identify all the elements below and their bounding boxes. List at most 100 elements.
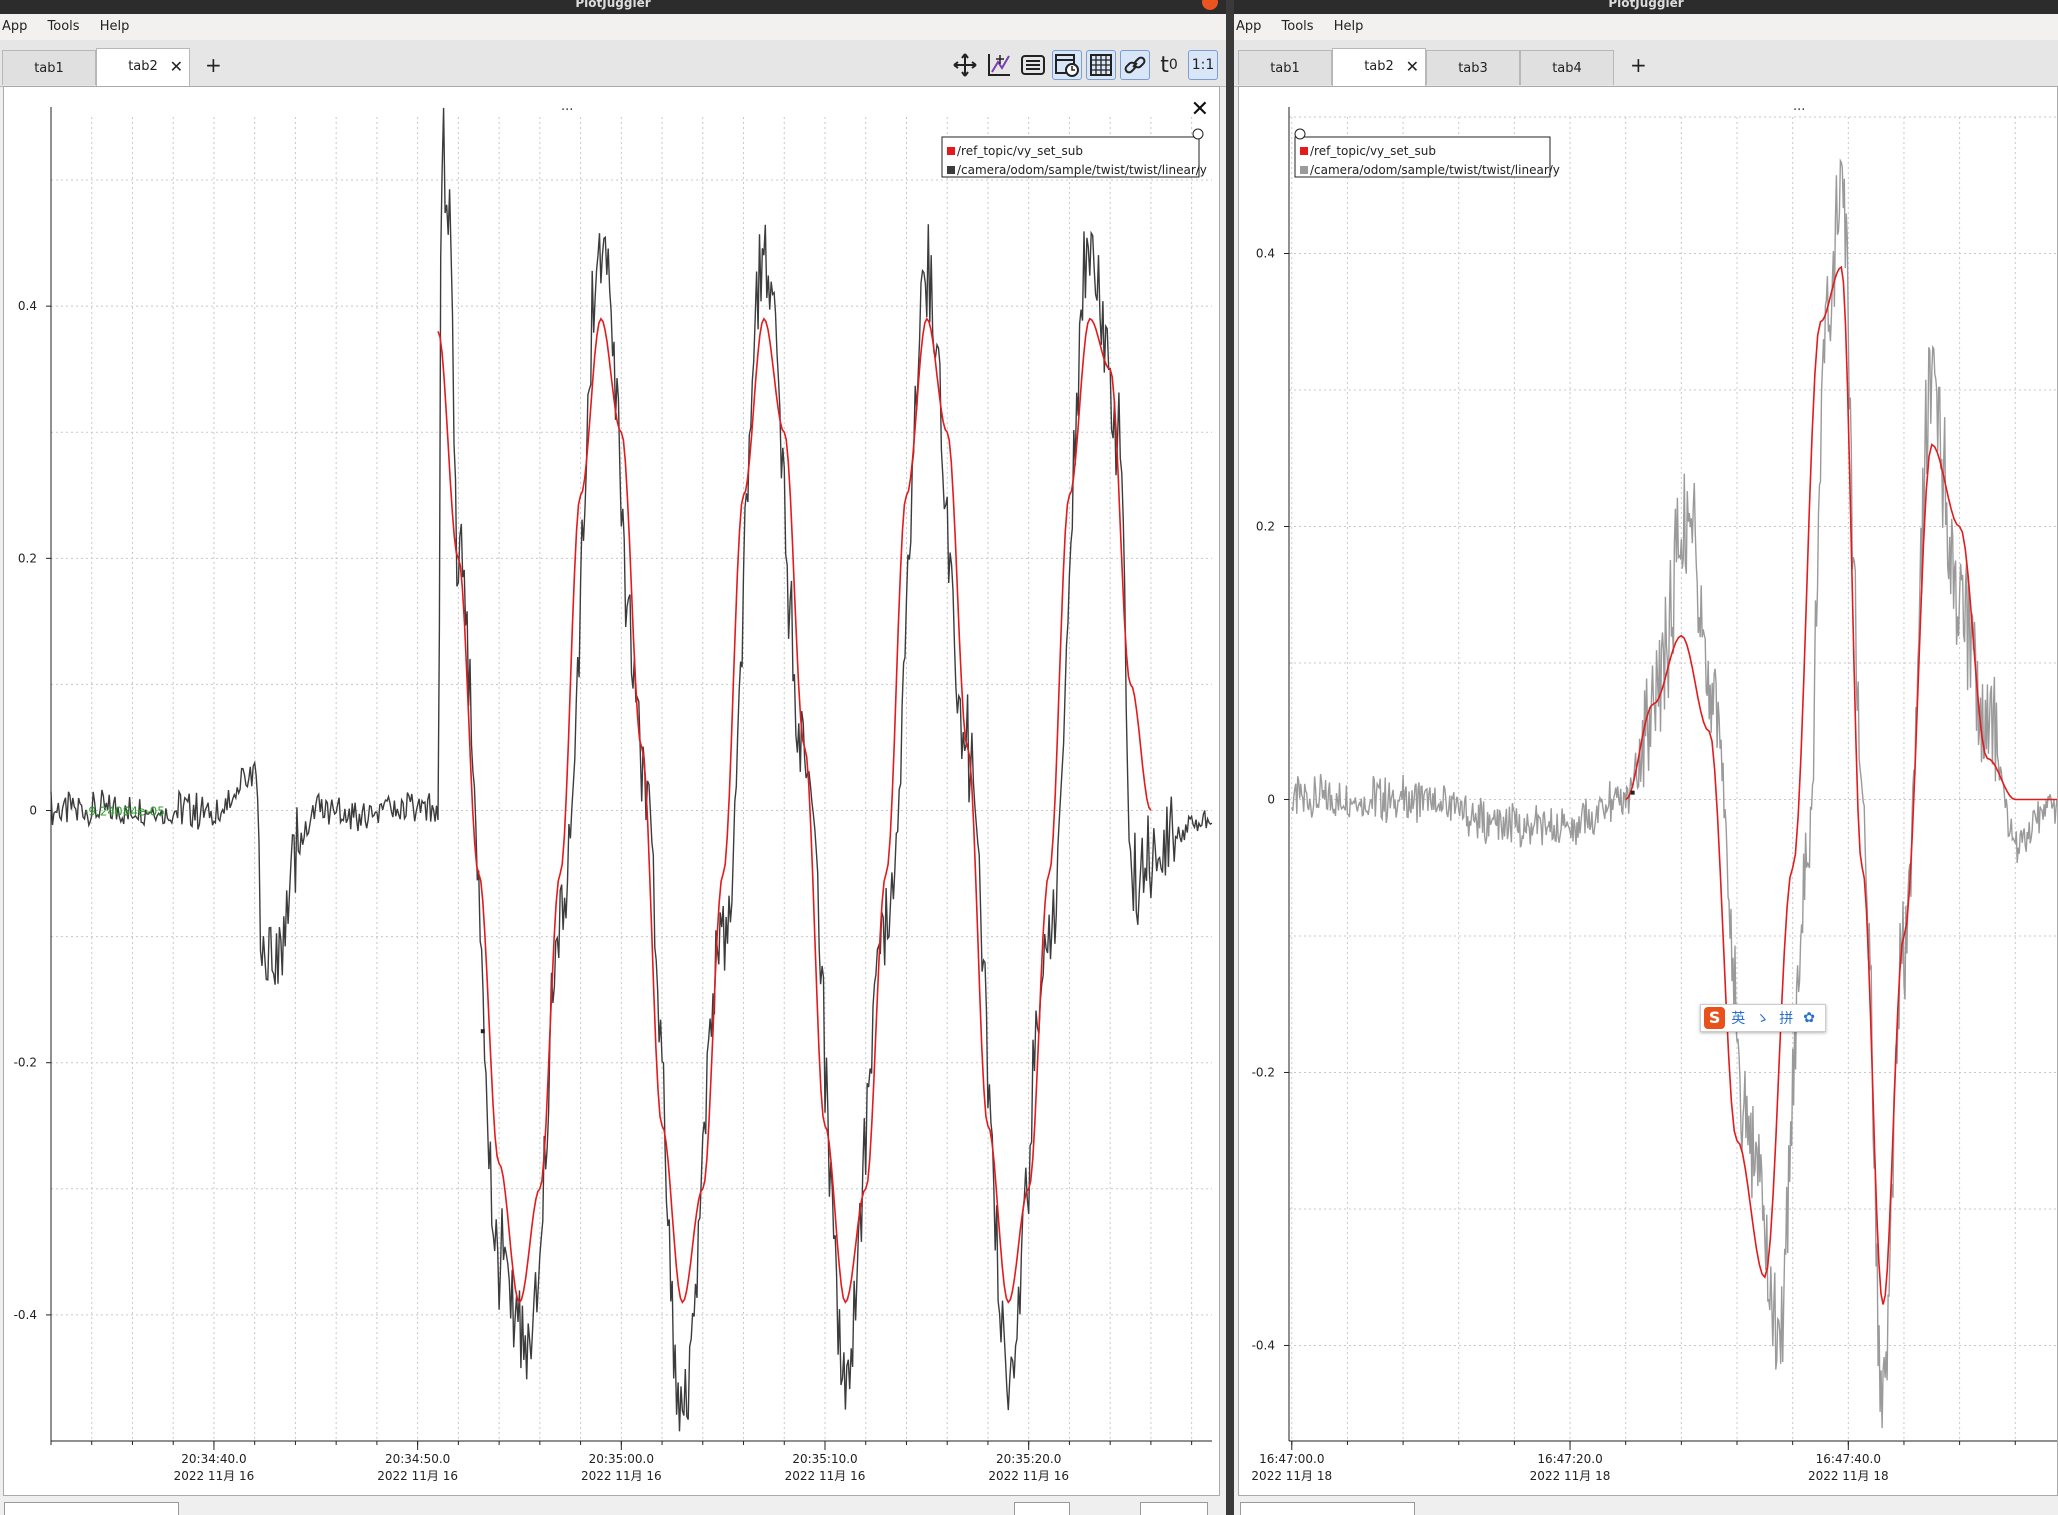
window-title: PlotJuggler xyxy=(1608,0,1684,10)
add-tab-button[interactable]: + xyxy=(1630,53,1647,77)
ime-pinyin-label[interactable]: 拼 xyxy=(1779,1011,1794,1027)
legend-handle-icon xyxy=(1294,128,1306,140)
x-tick-label: 20:34:50.0 xyxy=(385,1452,450,1466)
legend-handle-icon xyxy=(1192,128,1204,140)
series-line-reference xyxy=(437,317,1152,1304)
chart-right[interactable]: 0.4 0.2 0 -0.2 -0.4 16:47:00.0 2022 11月 18 16:4… xyxy=(1239,87,2057,1495)
step-field[interactable] xyxy=(1140,1502,1208,1515)
menu-bar: App Tools Help xyxy=(1234,14,2058,40)
x-tick-label: 20:35:20.0 xyxy=(996,1452,1061,1466)
ime-mode-label[interactable]: 英 xyxy=(1731,1011,1746,1027)
link-icon[interactable] xyxy=(1120,50,1150,80)
filter-field[interactable] xyxy=(4,1502,179,1515)
close-icon[interactable]: ✕ xyxy=(169,57,183,76)
legend-swatch xyxy=(947,147,955,155)
tab-tab1[interactable]: tab1 xyxy=(2,50,96,85)
tab-bar: tab1 tab2 ✕ tab3 tab4 + xyxy=(1234,40,2058,87)
menu-tools[interactable]: Tools xyxy=(47,19,80,34)
legend-list-icon[interactable] xyxy=(1018,50,1048,80)
tab-tab1[interactable]: tab1 xyxy=(1238,50,1332,85)
menu-help[interactable]: Help xyxy=(1333,19,1364,34)
tab-label: tab4 xyxy=(1552,61,1582,76)
legend-entry: /camera/odom/sample/twist/twist/linear/y xyxy=(1310,163,1560,177)
x-tick-label: 20:35:10.0 xyxy=(792,1452,857,1466)
x-tick-date-label: 2022 11月 16 xyxy=(988,1469,1069,1483)
right-window: PlotJuggler App Tools Help tab1 tab2 ✕ t… xyxy=(1234,0,2058,1515)
tab-label: tab1 xyxy=(34,61,64,76)
tab-tab3[interactable]: tab3 xyxy=(1426,50,1520,85)
ratio-button[interactable]: 1:1 xyxy=(1188,50,1218,80)
window-title: PlotJuggler xyxy=(575,0,651,10)
x-tick-label: 20:35:00.0 xyxy=(589,1452,654,1466)
series-line-measured xyxy=(50,107,1213,1432)
legend-entry: /camera/odom/sample/twist/twist/linear/y xyxy=(957,163,1207,177)
ime-toolbar[interactable]: S 英 ゝ 拼 ✿ xyxy=(1700,1004,1826,1032)
legend-swatch xyxy=(1300,166,1308,174)
cursor-value-label: -9.24084e-05 xyxy=(84,805,165,819)
close-icon[interactable]: ✕ xyxy=(1405,57,1419,76)
tab-label: tab2 xyxy=(128,59,158,74)
x-tick-date-label: 2022 11月 16 xyxy=(377,1469,458,1483)
y-tick-label: 0 xyxy=(1267,792,1275,806)
tab-label: tab1 xyxy=(1270,61,1300,76)
filter-field[interactable] xyxy=(1240,1502,1415,1515)
legend-swatch xyxy=(1300,147,1308,155)
x-tick-date-label: 2022 11月 18 xyxy=(1808,1469,1889,1483)
add-tab-button[interactable]: + xyxy=(205,53,222,77)
t0-label: t xyxy=(1160,52,1169,78)
ime-settings-icon[interactable]: ✿ xyxy=(1803,1010,1815,1026)
x-tick-date-label: 2022 11月 18 xyxy=(1530,1469,1611,1483)
bottom-bar xyxy=(1234,1496,2058,1515)
pan-icon[interactable] xyxy=(950,50,980,80)
plot-area[interactable]: ... ✕ 0.4 0.2 0 -0.2 -0.4 20:34:40.0 2022 11月 … xyxy=(3,86,1220,1496)
x-tick-date-label: 2022 11月 18 xyxy=(1251,1469,1332,1483)
bottom-bar xyxy=(0,1496,1226,1515)
x-tick-label: 20:34:40.0 xyxy=(181,1452,246,1466)
title-bar: PlotJuggler xyxy=(0,0,1226,14)
legend-entry: /ref_topic/vy_set_sub xyxy=(1310,144,1436,158)
time-tracker-icon[interactable] xyxy=(1052,50,1082,80)
menu-app[interactable]: App xyxy=(2,19,28,34)
plot-menu-dots[interactable]: ... xyxy=(561,99,574,114)
legend-box xyxy=(1294,136,1551,178)
x-tick-label: 16:47:20.0 xyxy=(1537,1452,1602,1466)
x-tick-date-label: 2022 11月 16 xyxy=(174,1469,255,1483)
cursor-marker xyxy=(480,1029,485,1034)
close-icon[interactable]: ✕ xyxy=(1190,97,1209,122)
zoom-plot-icon[interactable] xyxy=(984,50,1014,80)
tab-label: tab3 xyxy=(1458,61,1488,76)
x-tick-date-label: 2022 11月 16 xyxy=(581,1469,662,1483)
plot-menu-dots[interactable]: ... xyxy=(1793,99,1806,114)
ime-punct-label[interactable]: ゝ xyxy=(1755,1011,1770,1027)
menu-tools[interactable]: Tools xyxy=(1281,19,1314,34)
chart-left[interactable]: 0.4 0.2 0 -0.2 -0.4 20:34:40.0 2022 11月 16 20:3… xyxy=(4,87,1219,1495)
plot-area[interactable]: ... 0.4 0.2 0 -0.2 -0.4 16:47:00.0 2022 11月 18… xyxy=(1238,86,2058,1496)
t0-subscript: 0 xyxy=(1168,57,1178,73)
menu-app[interactable]: App xyxy=(1236,19,1262,34)
y-tick-label: 0.2 xyxy=(18,551,37,565)
y-tick-label: -0.4 xyxy=(14,1308,37,1322)
left-window: PlotJuggler App Tools Help tab1 tab2 ✕ + xyxy=(0,0,1226,1515)
legend-entry: /ref_topic/vy_set_sub xyxy=(957,144,1083,158)
window-close-button[interactable] xyxy=(1202,0,1218,10)
speed-field[interactable] xyxy=(1014,1502,1070,1515)
grid-icon[interactable] xyxy=(1086,50,1116,80)
y-tick-label: 0 xyxy=(29,804,37,818)
y-tick-label: -0.2 xyxy=(1252,1065,1275,1079)
y-tick-label: 0.2 xyxy=(1256,519,1275,533)
tab-tab2[interactable]: tab2 ✕ xyxy=(96,48,190,86)
y-tick-label: 0.4 xyxy=(1256,246,1275,260)
series-line-measured xyxy=(1291,158,2057,1429)
series-line-reference xyxy=(1625,265,2057,1305)
y-tick-label: 0.4 xyxy=(18,299,37,313)
menu-help[interactable]: Help xyxy=(99,19,130,34)
x-tick-label: 16:47:00.0 xyxy=(1259,1452,1324,1466)
legend-swatch xyxy=(947,166,955,174)
menu-bar: App Tools Help xyxy=(0,14,1226,40)
legend-box xyxy=(941,136,1200,178)
tab-tab4[interactable]: tab4 xyxy=(1520,50,1614,85)
tab-tab2[interactable]: tab2 ✕ xyxy=(1332,48,1426,86)
cursor-marker xyxy=(1630,790,1635,795)
